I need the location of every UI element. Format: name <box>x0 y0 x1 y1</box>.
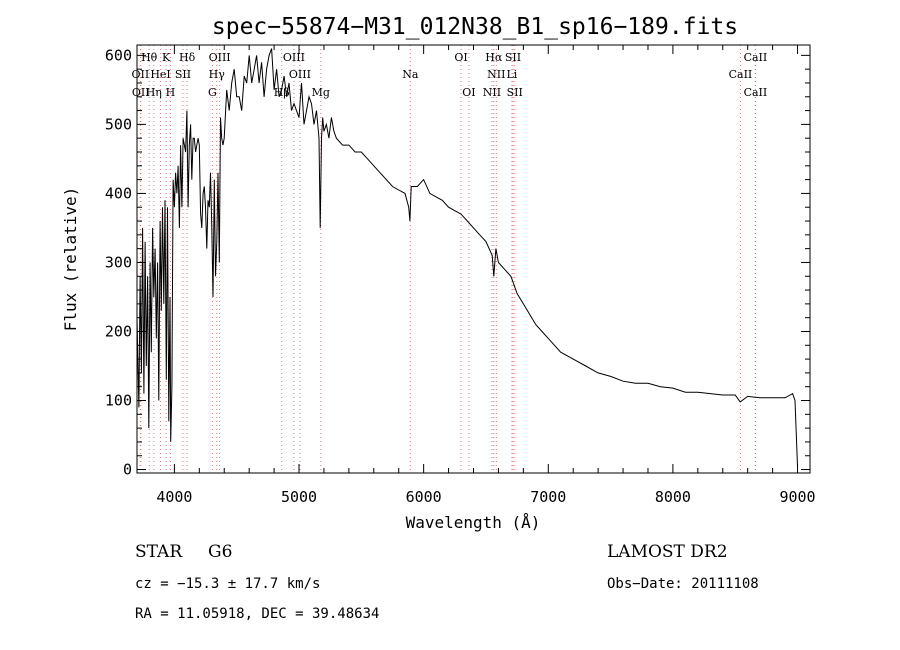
y-tick-label: 300 <box>105 253 132 271</box>
y-axis-label: Flux (relative) <box>61 187 80 332</box>
y-tick-label: 200 <box>105 322 132 340</box>
spectral-line-markers <box>139 45 756 473</box>
spectral-line-label: Na <box>402 68 419 81</box>
spectral-line-label: CaII <box>744 86 768 99</box>
coordinates: RA = 11.05918, DEC = 39.48634 <box>135 606 380 622</box>
spectral-line-label: Hθ <box>141 51 158 64</box>
y-tick-label: 500 <box>105 115 132 133</box>
x-tick-label: 4000 <box>156 488 192 506</box>
spectral-line-label: H <box>166 86 176 99</box>
spectral-line-label: Li <box>506 68 517 81</box>
x-tick-label: 6000 <box>406 488 442 506</box>
spectral-line-label: OII <box>132 68 150 81</box>
spectral-line-label: Hγ <box>209 68 226 81</box>
x-tick-label: 5000 <box>281 488 317 506</box>
y-tick-label: 100 <box>105 392 132 410</box>
spectral-line-label: OII <box>132 86 150 99</box>
spectral-line-label: Hδ <box>179 51 196 64</box>
survey-name: LAMOST DR2 <box>607 542 728 562</box>
spectral-line-label: OI <box>454 51 467 64</box>
spectral-line-label: CaII <box>729 68 753 81</box>
x-tick-label: 8000 <box>655 488 691 506</box>
observation-date: Obs−Date: 20111108 <box>607 576 759 592</box>
y-axis-ticks: 0 100 200 300 400 500 600 <box>105 46 810 479</box>
x-tick-label: 9000 <box>779 488 815 506</box>
spectral-line-label: G <box>208 86 217 99</box>
x-tick-label: 7000 <box>530 488 566 506</box>
y-tick-label: 400 <box>105 184 132 202</box>
spectrum-line <box>136 48 798 467</box>
spectral-line-label: CaII <box>744 51 768 64</box>
spectral-line-label: OIII <box>289 68 311 81</box>
spectral-line-label: SII <box>175 68 191 81</box>
plot-frame <box>136 44 811 474</box>
spectral-line-label: NII <box>487 68 505 81</box>
redshift-cz: cz = −15.3 ± 17.7 km/s <box>135 576 321 592</box>
y-tick-label: 600 <box>105 46 132 64</box>
spectral-line-label: Hα <box>485 51 503 64</box>
chart-title: spec−55874−M31_012N38_B1_sp16−189.fits <box>212 14 738 40</box>
spectral-line-label: OIII <box>283 51 305 64</box>
spectral-line-label: OIII <box>209 51 231 64</box>
x-axis-label: Wavelength (Å) <box>406 513 541 532</box>
object-class: STAR <box>135 542 183 562</box>
spectral-line-label: SII <box>505 51 521 64</box>
spectral-line-label: OI <box>462 86 475 99</box>
spectral-line-label: K <box>162 51 171 64</box>
y-tick-label: 0 <box>123 461 132 479</box>
spectral-line-label: NII <box>483 86 501 99</box>
spectral-line-label: Mg <box>312 86 330 99</box>
spectral-line-label: HeI <box>150 68 170 81</box>
spectral-line-label: SII <box>507 86 523 99</box>
object-subclass: G6 <box>208 542 233 562</box>
x-axis-ticks: 4000 5000 6000 7000 8000 9000 <box>156 45 816 506</box>
spectral-line-label: Hη <box>146 86 162 99</box>
